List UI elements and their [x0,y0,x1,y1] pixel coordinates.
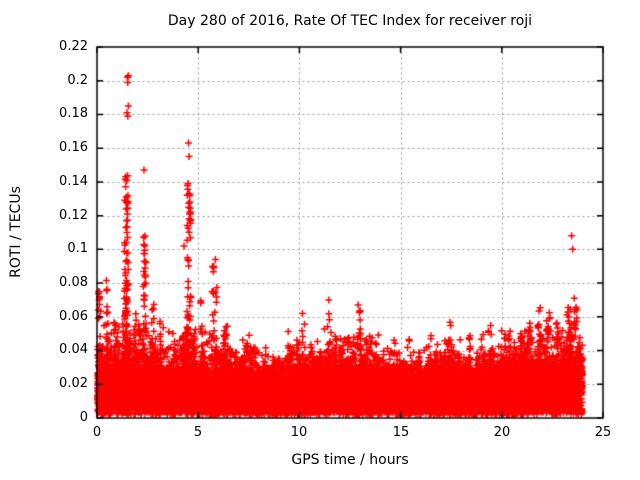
x-tick-label: 25 [594,425,612,440]
x-tick-label: 15 [392,425,410,440]
y-tick-label: 0.14 [59,174,88,189]
y-tick-label: 0.1 [67,241,88,256]
x-tick-label: 20 [493,425,511,440]
y-axis-label: ROTI / TECUs [8,186,24,278]
y-tick-label: 0.16 [59,140,88,155]
y-tick-label: 0.2 [67,73,88,88]
y-tick-label: 0.22 [59,39,88,54]
y-tick-label: 0.18 [59,106,88,121]
y-tick-label: 0 [79,410,88,425]
chart-title: Day 280 of 2016, Rate Of TEC Index for r… [167,13,533,29]
y-tick-label: 0.02 [59,376,88,391]
x-axis-label: GPS time / hours [291,452,409,468]
y-tick-label: 0.08 [59,275,88,290]
x-tick-label: 10 [290,425,308,440]
y-tick-label: 0.12 [59,208,88,223]
y-tick-label: 0.06 [59,309,88,324]
x-tick-label: 5 [193,425,203,440]
x-tick-label: 0 [92,425,102,440]
y-tick-label: 0.04 [59,342,88,357]
